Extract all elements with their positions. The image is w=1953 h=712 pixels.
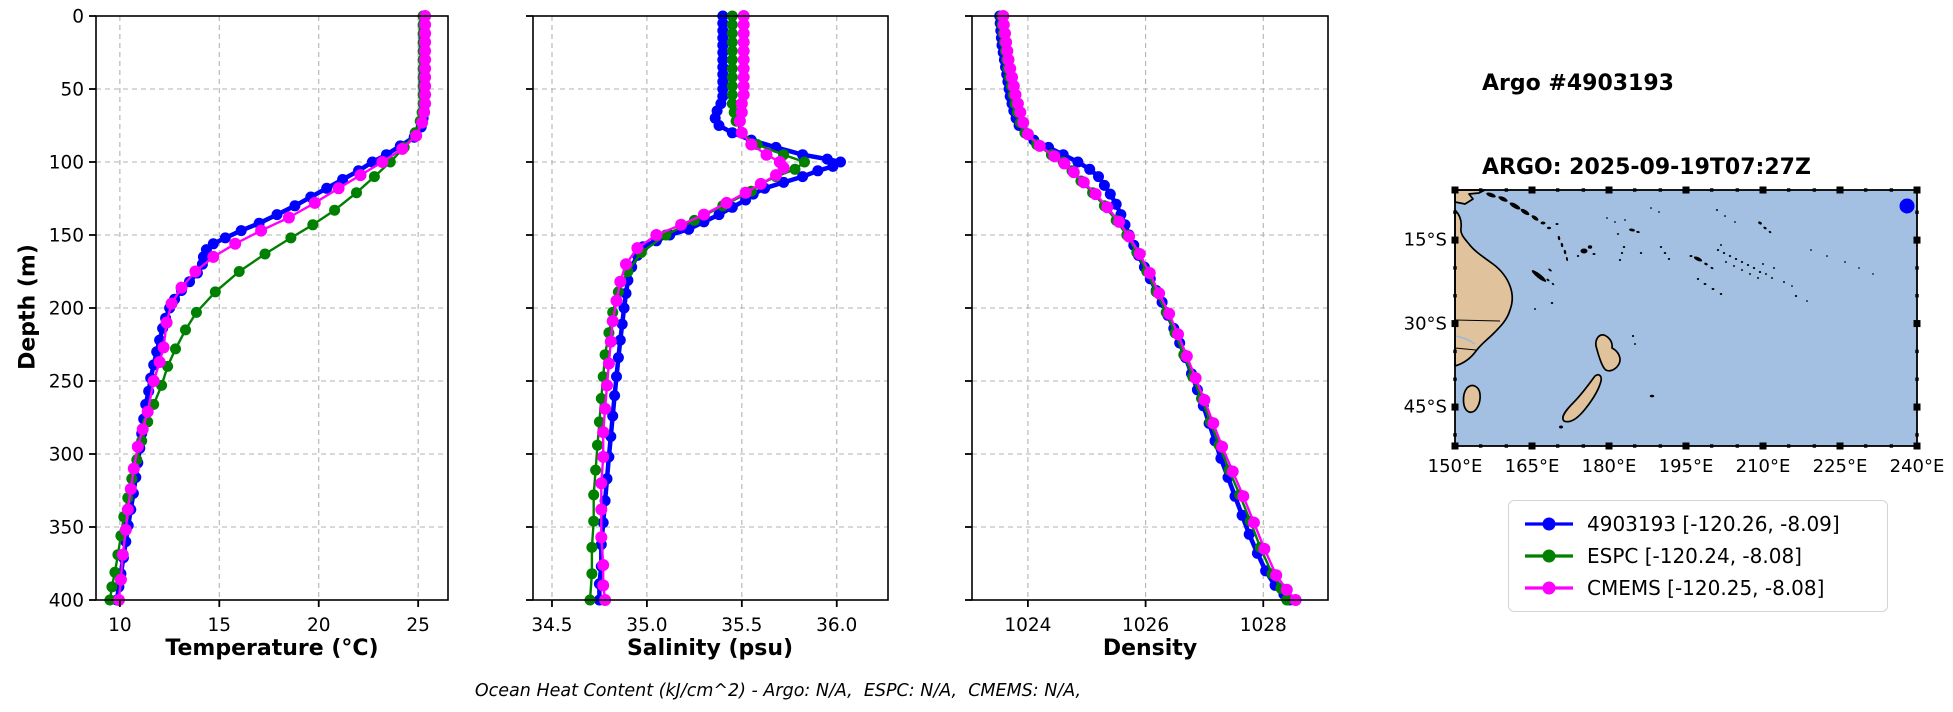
- map-ocean: [1455, 190, 1917, 446]
- ytick-label: 50: [60, 80, 84, 101]
- argo-line-sample-icon: [1525, 517, 1573, 531]
- ytick-label: 200: [49, 299, 84, 320]
- map-lat-label: 30°S: [1403, 313, 1447, 335]
- xtick-label: 34.5: [531, 615, 572, 636]
- map-lon-label: 180°E: [1581, 456, 1637, 477]
- x-axis-title-temperature: Temperature (°C): [165, 636, 379, 661]
- legend-label-cmems: CMEMS [-120.25, -8.08]: [1587, 576, 1825, 600]
- map-land-australia: [1454, 189, 1621, 423]
- map-lon-label: 240°E: [1889, 456, 1945, 477]
- xtick-label: 25: [406, 615, 430, 636]
- ytick-label: 300: [49, 445, 84, 466]
- xtick-label: 1026: [1122, 615, 1169, 636]
- title-argo-timestamp: ARGO: 2025-09-19T07:27Z: [1482, 155, 1811, 180]
- chart-panel-2: 1024 1026 1028: [965, 10, 1329, 636]
- ytick-label: 100: [49, 153, 84, 174]
- chart-panel-1: 34.5 35.0 35.5 36.0: [526, 10, 889, 636]
- map-lon-label: 165°E: [1504, 456, 1560, 477]
- x-axis-title-density: Density: [1102, 636, 1198, 661]
- map-ticks: [1451, 186, 1921, 450]
- ytick-label: 150: [49, 226, 84, 247]
- map-state-borders: [1454, 319, 1501, 351]
- legend-label-argo: 4903193 [-120.26, -8.09]: [1587, 512, 1840, 536]
- map-land-nz-south-island: [1562, 373, 1603, 423]
- xtick-label: 36.0: [816, 615, 857, 636]
- legend-row-espc: ESPC [-120.24, -8.08]: [1521, 542, 1873, 570]
- x-axis-title-salinity: Salinity (psu): [626, 636, 794, 661]
- map-lon-label: 210°E: [1735, 456, 1791, 477]
- y-axis-title-depth: Depth (m): [15, 244, 41, 370]
- ytick-label: 400: [49, 591, 84, 612]
- espc-line-sample-icon: [1525, 549, 1573, 563]
- map-lon-label: 150°E: [1427, 456, 1483, 477]
- location-map: [1451, 186, 1921, 450]
- map-legend: 4903193 [-120.26, -8.09] ESPC [-120.24, …: [1508, 500, 1888, 612]
- map-lon-label: 195°E: [1658, 456, 1714, 477]
- float-location-marker: [1899, 198, 1915, 214]
- xtick-label: 20: [307, 615, 331, 636]
- map-land-tasmania: [1462, 384, 1481, 414]
- map-lat-label: 15°S: [1403, 229, 1447, 251]
- map-lat-label: 45°S: [1403, 396, 1447, 418]
- ocean-heat-content-footnote: Ocean Heat Content (kJ/cm^2) - Argo: N/A…: [474, 681, 1082, 701]
- legend-row-cmems: CMEMS [-120.25, -8.08]: [1521, 574, 1873, 602]
- pacific-islands: [1486, 192, 1874, 429]
- map-lon-label: 225°E: [1812, 456, 1868, 477]
- xtick-label: 1024: [1004, 615, 1051, 636]
- xtick-label: 35.5: [721, 615, 762, 636]
- cmems-line-sample-icon: [1525, 581, 1573, 595]
- ytick-label: 250: [49, 372, 84, 393]
- ytick-label: 350: [49, 518, 84, 539]
- legend-row-argo: 4903193 [-120.26, -8.09]: [1521, 510, 1873, 538]
- xtick-label: 10: [108, 615, 132, 636]
- xtick-label: 1028: [1240, 615, 1287, 636]
- legend-label-espc: ESPC [-120.24, -8.08]: [1587, 544, 1802, 568]
- title-float-id: Argo #4903193: [1482, 71, 1674, 96]
- xtick-label: 35.0: [626, 615, 667, 636]
- ytick-label: 0: [72, 7, 84, 28]
- map-river: [1454, 335, 1476, 345]
- map-land-nz-north-island: [1595, 334, 1621, 372]
- xtick-label: 15: [208, 615, 232, 636]
